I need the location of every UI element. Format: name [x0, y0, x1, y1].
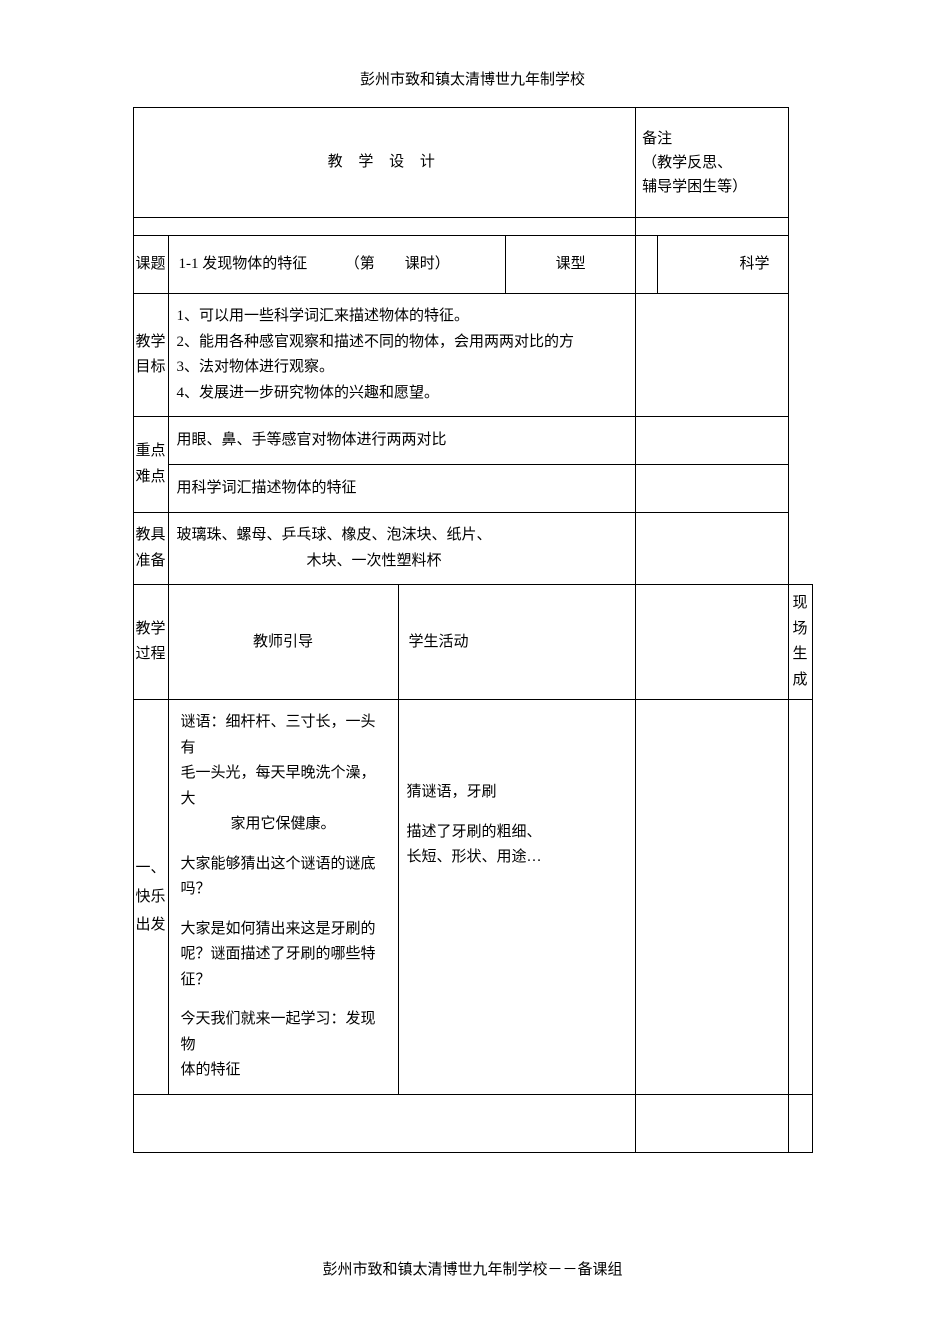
notes-line1: 备注 [642, 127, 781, 151]
riddle-line2: 毛一头光，每天早晚洗个澡，大 [181, 761, 386, 812]
question-1-block: 大家能够猜出这个谜语的谜底 吗？ [181, 852, 386, 903]
objectives-label: 教学目标 [133, 294, 168, 417]
tools-label: 教具准备 [133, 513, 168, 585]
key-point-content: 用眼、鼻、手等感官对物体进行两两对比 [168, 417, 636, 465]
process-header-row: 教学过程 教师引导 学生活动 现场生成 [133, 585, 812, 700]
difficult-point-content: 用科学词汇描述物体的特征 [168, 465, 636, 513]
spacer-row-1 [133, 218, 812, 236]
topic-label: 课题 [133, 236, 168, 294]
process-label: 教学过程 [133, 585, 168, 700]
tools-line1: 玻璃珠、螺母、乒乓球、橡皮、泡沫块、纸片、 [177, 523, 628, 549]
title-row: 教 学 设 计 备注 （教学反思、 辅导学困生等） [133, 108, 812, 218]
keypoint-row: 重点难点 用眼、鼻、手等感官对物体进行两两对比 [133, 417, 812, 465]
section-1-label: 一、快乐出发 [133, 700, 168, 1095]
q1-line2: 吗？ [181, 877, 386, 903]
section-1-row: 一、快乐出发 谜语：细杆杆、三寸长，一头有 毛一头光，每天早晚洗个澡，大 家用它… [133, 700, 812, 1095]
difficult-row: 用科学词汇描述物体的特征 [133, 465, 812, 513]
tools-line2: 木块、一次性塑料杯 [177, 549, 628, 575]
difficult-notes-cell [636, 465, 788, 513]
notes-label: 备注 （教学反思、 辅导学困生等） [636, 108, 788, 218]
objectives-content: 1、可以用一些科学词汇来描述物体的特征。 2、能用各种感官观察和描述不同的物体，… [168, 294, 636, 417]
closing-block: 今天我们就来一起学习：发现物 体的特征 [181, 1007, 386, 1084]
page-footer: 彭州市致和镇太清博世九年制学校－－备课组 [0, 1258, 945, 1279]
q2-line1: 大家是如何猜出来这是牙刷的 [181, 917, 386, 943]
closing-line1: 今天我们就来一起学习：发现物 [181, 1007, 386, 1058]
q2-line3: 征？ [181, 968, 386, 994]
topic-value: 1-1 发现物体的特征 （第 课时） [168, 236, 506, 294]
teacher-guide-content: 谜语：细杆杆、三寸长，一头有 毛一头光，每天早晚洗个澡，大 家用它保健康。 大家… [168, 700, 398, 1095]
q1-line1: 大家能够猜出这个谜语的谜底 [181, 852, 386, 878]
student-line2: 描述了牙刷的粗细、 [407, 820, 628, 846]
section1-onsite-cell [788, 700, 812, 1095]
teacher-guide-label: 教师引导 [168, 585, 398, 700]
q2-line2: 呢？谜面描述了牙刷的哪些特 [181, 942, 386, 968]
lesson-type-label: 课型 [506, 236, 636, 294]
lesson-design-title: 教 学 设 计 [133, 108, 636, 218]
question-2-block: 大家是如何猜出来这是牙刷的 呢？谜面描述了牙刷的哪些特 征？ [181, 917, 386, 994]
objectives-notes-cell [636, 294, 788, 417]
lesson-plan-table: 教 学 设 计 备注 （教学反思、 辅导学困生等） 课题 1-1 发现物体的特征… [133, 107, 813, 1153]
keypoint-notes-cell [636, 417, 788, 465]
riddle-line3: 家用它保健康。 [181, 812, 386, 838]
objective-item-4: 4、发展进一步研究物体的兴趣和愿望。 [177, 381, 628, 407]
topic-row: 课题 1-1 发现物体的特征 （第 课时） 课型 科学 [133, 236, 812, 294]
riddle-line1: 谜语：细杆杆、三寸长，一头有 [181, 710, 386, 761]
student-line3: 长短、形状、用途… [407, 845, 628, 871]
subject-label: 科学 [658, 236, 788, 294]
objective-item-3: 3、法对物体进行观察。 [177, 355, 628, 381]
process-notes-cell [636, 585, 788, 700]
objective-item-2: 2、能用各种感官观察和描述不同的物体，会用两两对比的方 [177, 330, 628, 356]
closing-line2: 体的特征 [181, 1058, 386, 1084]
student-line1: 猜谜语，牙刷 [407, 780, 628, 806]
tools-content: 玻璃珠、螺母、乒乓球、橡皮、泡沫块、纸片、 木块、一次性塑料杯 [168, 513, 636, 585]
tools-row: 教具准备 玻璃珠、螺母、乒乓球、橡皮、泡沫块、纸片、 木块、一次性塑料杯 [133, 513, 812, 585]
page-header: 彭州市致和镇太清博世九年制学校 [0, 0, 945, 107]
riddle-block: 谜语：细杆杆、三寸长，一头有 毛一头光，每天早晚洗个澡，大 家用它保健康。 [181, 710, 386, 838]
keypoints-label: 重点难点 [133, 417, 168, 513]
onsite-label: 现场生成 [788, 585, 812, 700]
student-activity-content: 猜谜语，牙刷 描述了牙刷的粗细、 长短、形状、用途… [398, 700, 636, 1095]
tools-notes-cell [636, 513, 788, 585]
objective-item-1: 1、可以用一些科学词汇来描述物体的特征。 [177, 304, 628, 330]
student-activity-label: 学生活动 [398, 585, 636, 700]
section1-notes-cell [636, 700, 788, 1095]
notes-line3: 辅导学困生等） [642, 175, 781, 199]
notes-line2: （教学反思、 [642, 151, 781, 175]
empty-small-col [636, 236, 658, 294]
objectives-row: 教学目标 1、可以用一些科学词汇来描述物体的特征。 2、能用各种感官观察和描述不… [133, 294, 812, 417]
bottom-spacer-row [133, 1094, 812, 1152]
document-table-container: 教 学 设 计 备注 （教学反思、 辅导学困生等） 课题 1-1 发现物体的特征… [133, 107, 813, 1153]
